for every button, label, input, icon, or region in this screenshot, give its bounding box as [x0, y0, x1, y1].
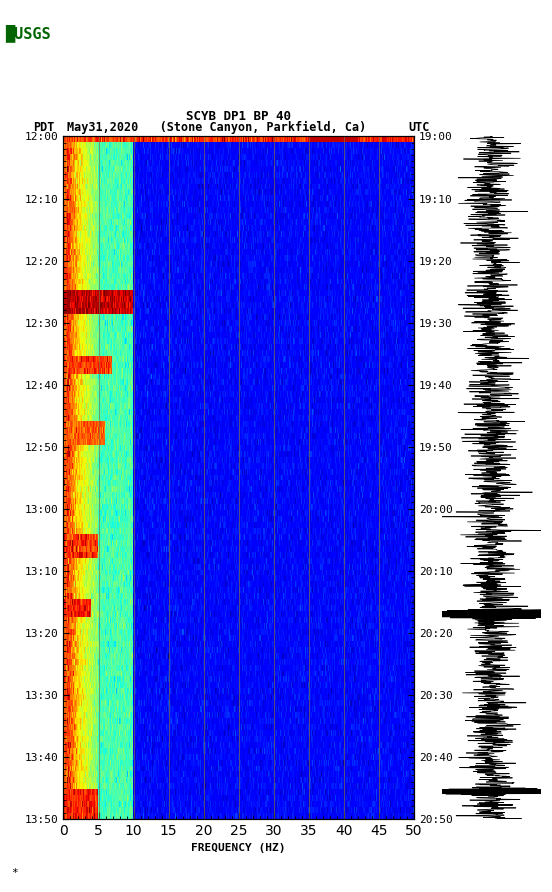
X-axis label: FREQUENCY (HZ): FREQUENCY (HZ) [192, 843, 286, 854]
Text: █USGS: █USGS [6, 25, 51, 42]
Text: May31,2020   (Stone Canyon, Parkfield, Ca): May31,2020 (Stone Canyon, Parkfield, Ca) [67, 120, 367, 134]
Text: UTC: UTC [408, 120, 430, 134]
Text: *: * [11, 868, 18, 878]
Text: SCYB DP1 BP 40: SCYB DP1 BP 40 [186, 110, 291, 123]
Text: PDT: PDT [33, 120, 55, 134]
